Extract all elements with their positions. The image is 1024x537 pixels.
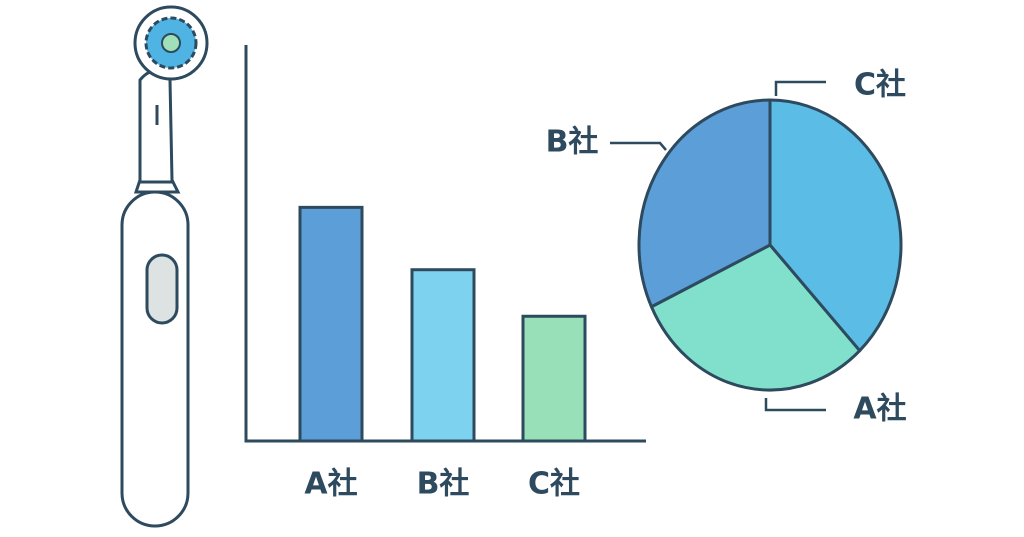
pie-slice — [768, 98, 903, 353]
bar — [410, 268, 476, 443]
bar-axes — [244, 45, 646, 443]
bar — [298, 205, 364, 443]
slice-label: C社 — [854, 68, 906, 103]
leader-line — [764, 398, 826, 412]
slice-label: B社 — [546, 125, 599, 160]
x-tick-label: C社 — [528, 467, 580, 502]
slice-label: A社 — [853, 392, 906, 427]
x-tick-label: A社 — [304, 467, 357, 502]
bar — [521, 314, 587, 443]
leader-line — [610, 141, 667, 151]
pie-slice — [637, 98, 772, 309]
x-tick-label: B社 — [417, 467, 470, 502]
leader-line — [774, 80, 826, 96]
toothbrush — [120, 5, 209, 528]
